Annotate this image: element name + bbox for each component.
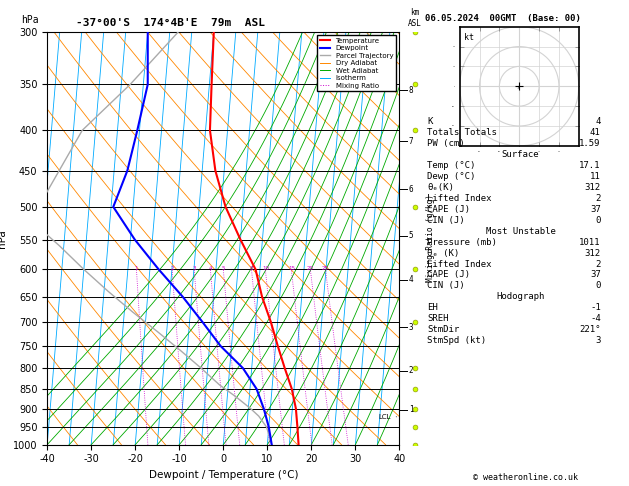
Text: Temp (°C): Temp (°C) bbox=[427, 161, 476, 170]
Text: 1.59: 1.59 bbox=[579, 139, 601, 148]
Text: K: K bbox=[427, 118, 433, 126]
Text: 10: 10 bbox=[262, 265, 269, 271]
Text: 3: 3 bbox=[409, 323, 413, 331]
Text: -1: -1 bbox=[590, 303, 601, 312]
Legend: Temperature, Dewpoint, Parcel Trajectory, Dry Adiabat, Wet Adiabat, Isotherm, Mi: Temperature, Dewpoint, Parcel Trajectory… bbox=[317, 35, 396, 91]
Text: -4: -4 bbox=[590, 314, 601, 323]
Text: 0: 0 bbox=[595, 281, 601, 291]
Y-axis label: hPa: hPa bbox=[0, 229, 8, 247]
Text: Most Unstable: Most Unstable bbox=[486, 226, 555, 236]
Text: 6: 6 bbox=[409, 185, 413, 194]
Text: © weatheronline.co.uk: © weatheronline.co.uk bbox=[473, 473, 577, 482]
Text: Pressure (mb): Pressure (mb) bbox=[427, 238, 497, 247]
Text: 7: 7 bbox=[409, 137, 413, 146]
Text: 4: 4 bbox=[209, 265, 212, 271]
Text: 3: 3 bbox=[595, 336, 601, 345]
Text: 1: 1 bbox=[135, 265, 138, 271]
Text: θₑ(K): θₑ(K) bbox=[427, 183, 454, 192]
Text: 1: 1 bbox=[409, 405, 413, 414]
Text: SREH: SREH bbox=[427, 314, 448, 323]
Text: EH: EH bbox=[427, 303, 438, 312]
Text: 2: 2 bbox=[170, 265, 174, 271]
Text: Hodograph: Hodograph bbox=[496, 293, 545, 301]
Text: 2: 2 bbox=[595, 194, 601, 203]
Text: 20: 20 bbox=[307, 265, 314, 271]
Text: hPa: hPa bbox=[21, 16, 38, 25]
Text: kt: kt bbox=[464, 33, 474, 42]
Text: 4: 4 bbox=[595, 118, 601, 126]
Text: 8: 8 bbox=[409, 86, 413, 95]
Text: CAPE (J): CAPE (J) bbox=[427, 205, 470, 214]
X-axis label: Dewpoint / Temperature (°C): Dewpoint / Temperature (°C) bbox=[148, 470, 298, 480]
Text: 37: 37 bbox=[590, 270, 601, 279]
Text: StmDir: StmDir bbox=[427, 325, 459, 334]
Text: CAPE (J): CAPE (J) bbox=[427, 270, 470, 279]
Text: 3: 3 bbox=[192, 265, 196, 271]
Text: Surface: Surface bbox=[502, 150, 539, 159]
Text: CIN (J): CIN (J) bbox=[427, 281, 465, 291]
Text: Dewp (°C): Dewp (°C) bbox=[427, 172, 476, 181]
Text: 41: 41 bbox=[590, 128, 601, 138]
Text: 5: 5 bbox=[409, 231, 413, 240]
Text: PW (cm): PW (cm) bbox=[427, 139, 465, 148]
Text: Mixing Ratio (g/kg): Mixing Ratio (g/kg) bbox=[426, 194, 435, 282]
Text: CIN (J): CIN (J) bbox=[427, 216, 465, 225]
Text: 06.05.2024  00GMT  (Base: 00): 06.05.2024 00GMT (Base: 00) bbox=[425, 14, 581, 23]
Text: StmSpd (kt): StmSpd (kt) bbox=[427, 336, 486, 345]
Text: 2: 2 bbox=[409, 366, 413, 375]
Text: 1011: 1011 bbox=[579, 238, 601, 247]
Text: 0: 0 bbox=[595, 216, 601, 225]
Text: 2: 2 bbox=[595, 260, 601, 269]
Text: 312: 312 bbox=[584, 249, 601, 258]
Text: LCL: LCL bbox=[378, 414, 397, 420]
Text: 8: 8 bbox=[250, 265, 253, 271]
Text: 37: 37 bbox=[590, 205, 601, 214]
Text: θₑ (K): θₑ (K) bbox=[427, 249, 459, 258]
Text: km
ASL: km ASL bbox=[408, 8, 422, 28]
Text: 25: 25 bbox=[322, 265, 329, 271]
Text: 5: 5 bbox=[221, 265, 225, 271]
Text: 312: 312 bbox=[584, 183, 601, 192]
Text: 15: 15 bbox=[288, 265, 295, 271]
Text: 11: 11 bbox=[590, 172, 601, 181]
Text: 221°: 221° bbox=[579, 325, 601, 334]
Text: 4: 4 bbox=[409, 275, 413, 284]
Text: Lifted Index: Lifted Index bbox=[427, 194, 492, 203]
Text: 17.1: 17.1 bbox=[579, 161, 601, 170]
Text: Totals Totals: Totals Totals bbox=[427, 128, 497, 138]
Title: -37°00'S  174°4B'E  79m  ASL: -37°00'S 174°4B'E 79m ASL bbox=[76, 18, 265, 28]
Text: Lifted Index: Lifted Index bbox=[427, 260, 492, 269]
